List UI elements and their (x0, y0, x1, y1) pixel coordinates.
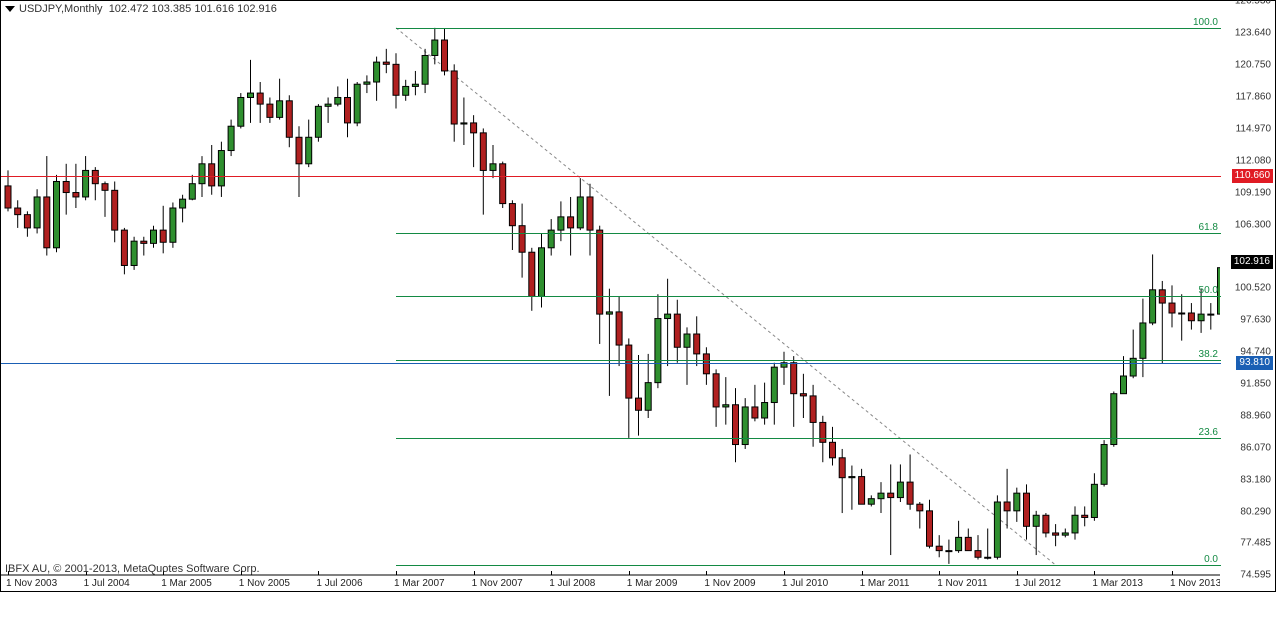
symbol-label: USDJPY,Monthly (19, 3, 103, 15)
y-tick: 80.290 (1240, 507, 1271, 518)
y-tick: 88.960 (1240, 411, 1271, 422)
x-tick: 1 Mar 2007 (394, 578, 445, 589)
x-tick: 1 Jul 2004 (84, 578, 130, 589)
fibonacci-label: 50.0 (1199, 285, 1218, 296)
horizontal-line (1, 363, 1221, 364)
copyright-text: IBFX AU, © 2001-2013, MetaQuotes Softwar… (5, 563, 260, 575)
y-tick: 91.850 (1240, 379, 1271, 390)
y-tick: 123.640 (1235, 27, 1271, 38)
y-tick: 114.970 (1236, 123, 1271, 134)
x-tick: 1 Nov 2005 (239, 578, 290, 589)
y-tick: 120.750 (1235, 59, 1271, 70)
y-tick: 106.300 (1235, 219, 1271, 230)
x-tick: 1 Nov 2003 (6, 578, 57, 589)
y-tick: 83.180 (1240, 475, 1271, 486)
price-tag: 93.810 (1236, 356, 1273, 370)
fibonacci-label: 23.6 (1199, 427, 1218, 438)
dropdown-icon[interactable] (5, 6, 15, 12)
x-tick: 1 Jul 2008 (549, 578, 595, 589)
y-tick: 117.860 (1236, 91, 1271, 102)
y-tick: 109.190 (1235, 187, 1271, 198)
y-tick: 97.630 (1240, 315, 1271, 326)
y-tick: 77.485 (1240, 538, 1271, 549)
chart-title-bar: USDJPY,Monthly 102.472 103.385 101.616 1… (5, 3, 277, 15)
fibonacci-level (396, 438, 1221, 439)
x-tick: 1 Nov 2007 (472, 578, 523, 589)
x-tick: 1 Nov 2009 (704, 578, 755, 589)
fibonacci-label: 61.8 (1199, 222, 1218, 233)
x-tick: 1 Jul 2010 (782, 578, 828, 589)
fibonacci-level (396, 28, 1221, 29)
fibonacci-label: 38.2 (1199, 349, 1218, 360)
horizontal-line (1, 176, 1221, 177)
y-tick: 126.530 (1235, 0, 1271, 7)
x-tick: 1 Jul 2006 (316, 578, 362, 589)
price-tag: 110.660 (1232, 169, 1273, 183)
ohlc-label: 102.472 103.385 101.616 102.916 (109, 3, 277, 15)
fibonacci-level (396, 360, 1221, 361)
fibonacci-level (396, 233, 1221, 234)
price-tag: 102.916 (1231, 255, 1273, 269)
x-tick: 1 Mar 2005 (161, 578, 212, 589)
chart-area[interactable]: USDJPY,Monthly 102.472 103.385 101.616 1… (0, 0, 1222, 592)
x-tick: 1 Jul 2012 (1015, 578, 1061, 589)
x-tick: 1 Mar 2011 (860, 578, 910, 589)
y-tick: 74.595 (1240, 570, 1271, 581)
x-tick: 1 Nov 2011 (937, 578, 987, 589)
x-tick: 1 Nov 2013 (1170, 578, 1221, 589)
fibonacci-level (396, 565, 1221, 566)
x-tick: 1 Mar 2009 (627, 578, 678, 589)
y-tick: 112.080 (1236, 155, 1271, 166)
fibonacci-label: 0.0 (1204, 554, 1218, 565)
fibonacci-label: 100.0 (1193, 17, 1218, 28)
price-axis: 126.530 123.640 120.750 117.860 114.970 112.0… (1220, 0, 1276, 592)
y-tick: 86.070 (1240, 443, 1271, 454)
fibonacci-level (396, 296, 1221, 297)
y-tick: 100.520 (1235, 283, 1271, 294)
x-tick: 1 Mar 2013 (1092, 578, 1143, 589)
